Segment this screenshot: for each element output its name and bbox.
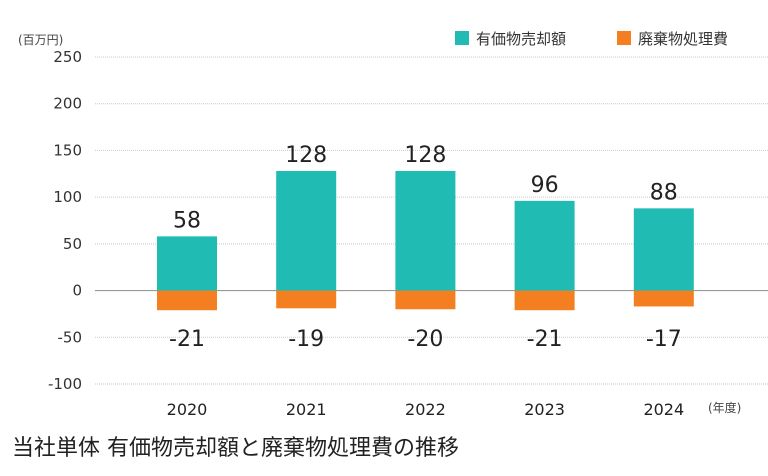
- y-axis-unit: (百万円): [18, 33, 63, 47]
- data-label-disposal: -20: [407, 327, 443, 352]
- legend: 有価物売却額 廃棄物処理費: [455, 30, 728, 48]
- bar-sales: [276, 170, 337, 291]
- y-tick-label: 50: [63, 235, 82, 253]
- x-tick-label: 2021: [286, 400, 327, 419]
- bar-sales: [514, 200, 575, 291]
- bar-disposal: [514, 290, 575, 311]
- y-tick-label: -50: [58, 328, 83, 346]
- bar-disposal: [276, 290, 337, 309]
- data-label-disposal: -21: [527, 327, 563, 352]
- data-label-sales: 96: [531, 173, 559, 198]
- data-label-sales: 58: [173, 208, 201, 233]
- x-tick-label: 2020: [167, 400, 208, 419]
- legend-swatch-disposal: [617, 31, 631, 45]
- y-tick-label: 0: [72, 282, 82, 300]
- legend-swatch-sales: [455, 31, 469, 45]
- x-tick-label: 2024: [643, 400, 684, 419]
- chart-title: 当社単体 有価物売却額と廃棄物処理費の推移: [12, 436, 459, 461]
- y-tick-label: 200: [53, 95, 82, 113]
- x-tick-label: 2022: [405, 400, 446, 419]
- bar-sales: [395, 170, 456, 291]
- bar-disposal: [157, 290, 217, 311]
- data-label-sales: 88: [650, 180, 678, 205]
- data-label-sales: 128: [285, 143, 327, 168]
- x-axis-unit: (年度): [708, 400, 741, 415]
- data-label-disposal: -21: [169, 327, 205, 352]
- data-label-sales: 128: [404, 143, 446, 168]
- legend-label-sales: 有価物売却額: [476, 30, 566, 48]
- legend-label-disposal: 廃棄物処理費: [638, 30, 728, 48]
- bar-disposal: [633, 290, 694, 307]
- bars: [157, 170, 694, 311]
- bar-sales: [633, 208, 694, 291]
- data-label-disposal: -17: [646, 327, 682, 352]
- data-labels: 2020 58 -21 2021 128 -19 2022 128 -20 2023 96 -21 20…: [167, 143, 685, 419]
- y-tick-label: 250: [53, 48, 82, 66]
- y-tick-label: 100: [53, 188, 82, 206]
- y-tick-label: -100: [48, 375, 82, 393]
- y-tick-label: 150: [53, 141, 82, 159]
- bar-sales: [157, 236, 217, 291]
- x-tick-label: 2023: [524, 400, 565, 419]
- data-label-disposal: -19: [288, 327, 324, 352]
- bar-disposal: [395, 290, 456, 310]
